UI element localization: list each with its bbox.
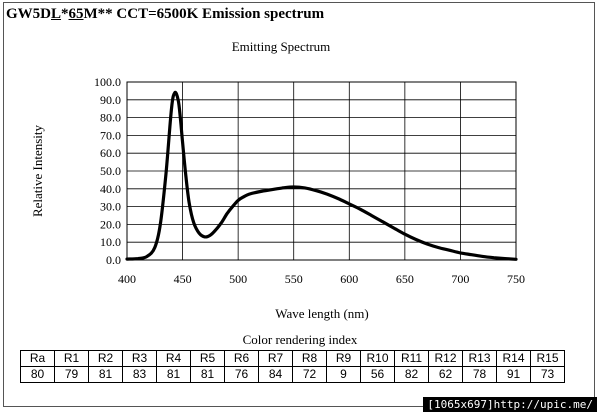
x-axis-ticks: 400 450 500 550 600 650 700 750 [118,272,525,286]
plot-area-border [126,81,517,261]
y-tick-label: 100.0 [94,75,121,89]
cri-value-r13: 78 [462,366,497,383]
y-tick-label: 80.0 [100,111,121,125]
y-tick-label: 40.0 [100,182,121,196]
cri-header-r3: R3 [122,350,157,367]
cri-value-r15: 73 [530,366,565,383]
x-tick-label: 450 [174,272,192,286]
cri-value-r2: 81 [88,366,123,383]
cri-value-r5: 81 [190,366,225,383]
cri-value-r4: 81 [156,366,191,383]
cri-header-r9: R9 [326,350,361,367]
cri-header-r4: R4 [156,350,191,367]
y-tick-label: 30.0 [100,200,121,214]
cri-header-r1: R1 [54,350,89,367]
cri-value-r12: 62 [428,366,463,383]
cri-value-r1: 79 [54,366,89,383]
y-tick-label: 60.0 [100,146,121,160]
cri-value-r10: 56 [360,366,395,383]
x-tick-label: 500 [229,272,247,286]
cri-header-r12: R12 [428,350,463,367]
cri-header-ra: Ra [20,350,55,367]
y-tick-label: 20.0 [100,217,121,231]
cri-header-r10: R10 [360,350,395,367]
cri-header-r2: R2 [88,350,123,367]
chart-title: Emitting Spectrum [232,39,331,54]
y-tick-label: 90.0 [100,93,121,107]
x-tick-label: 700 [451,272,469,286]
image-frame [3,2,595,407]
cri-value-r8: 72 [292,366,327,383]
cri-header-r6: R6 [224,350,259,367]
page-heading: GW5DL*65M** CCT=6500K Emission spectrum [6,6,325,22]
x-axis-label: Wave length (nm) [275,306,369,321]
cri-header-r11: R11 [394,350,429,367]
y-tick-label: 10.0 [100,235,121,249]
cri-title: Color rendering index [242,332,358,347]
cri-header-r7: R7 [258,350,293,367]
watermark: [1065x697]http://upic.me/ [423,397,597,412]
x-tick-label: 550 [285,272,303,286]
y-axis-label: Relative Intensity [30,124,45,217]
cri-value-r3: 83 [122,366,157,383]
cri-value-r9: 9 [326,366,361,383]
y-tick-label: 70.0 [100,128,121,142]
cri-header-row: Ra R1 R2 R3 R4 R5 R6 R7 R8 R9 R10 R11 R12 R13 R14 R15 [20,350,565,367]
y-tick-label: 0.0 [106,253,121,267]
cri-header-r15: R15 [530,350,565,367]
y-axis-ticks: 0.0 10.0 20.0 30.0 40.0 50.0 60.0 70.0 80.0 90.0 1… [94,75,121,267]
cri-value-r6: 76 [224,366,259,383]
x-tick-label: 650 [396,272,414,286]
cri-header-r14: R14 [496,350,531,367]
emission-spectrum-chart: Emitting Spectrum 0.0 10.0 20.0 30.0 40.0 50.… [30,39,525,321]
cri-header-r5: R5 [190,350,225,367]
x-tick-label: 400 [118,272,136,286]
cri-value-ra: 80 [20,366,55,383]
cri-value-r11: 82 [394,366,429,383]
x-tick-label: 750 [507,272,525,286]
y-tick-label: 50.0 [100,164,121,178]
cri-value-r7: 84 [258,366,293,383]
emission-curve [125,90,518,261]
cri-table: Ra R1 R2 R3 R4 R5 R6 R7 R8 R9 R10 R11 R12 R13 R14 R15 8… [20,350,565,383]
cri-header-r8: R8 [292,350,327,367]
cri-value-r14: 91 [496,366,531,383]
cri-value-row: 80 79 81 83 81 81 76 84 72 9 56 82 62 78 91 73 [20,366,565,383]
x-tick-label: 600 [340,272,358,286]
cri-header-r13: R13 [462,350,497,367]
